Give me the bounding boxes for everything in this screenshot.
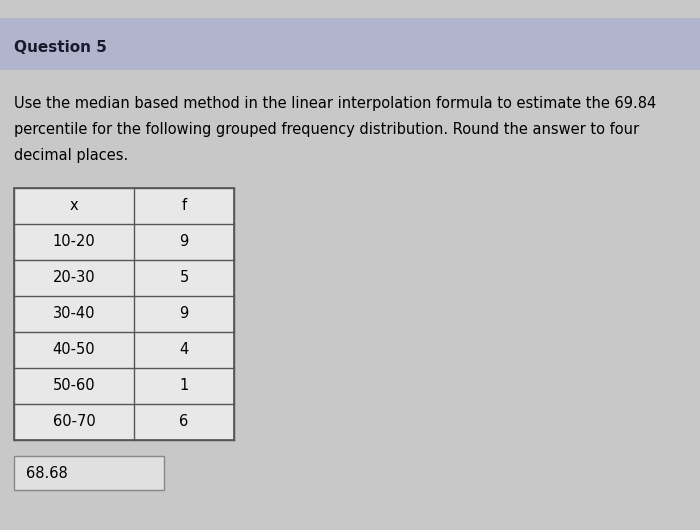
Text: 1: 1 xyxy=(179,378,188,393)
Bar xyxy=(0,18,700,70)
Text: Question 5: Question 5 xyxy=(14,40,107,55)
Text: Use the median based method in the linear interpolation formula to estimate the : Use the median based method in the linea… xyxy=(14,96,657,111)
Bar xyxy=(14,188,234,440)
Text: 4: 4 xyxy=(179,342,188,358)
Text: 68.68: 68.68 xyxy=(26,465,68,481)
Text: 50-60: 50-60 xyxy=(52,378,95,393)
Text: 5: 5 xyxy=(179,270,188,286)
Text: 10-20: 10-20 xyxy=(52,234,95,250)
Text: 30-40: 30-40 xyxy=(52,306,95,322)
Text: f: f xyxy=(181,199,187,214)
Text: 6: 6 xyxy=(179,414,188,429)
Text: 20-30: 20-30 xyxy=(52,270,95,286)
Text: decimal places.: decimal places. xyxy=(14,148,128,163)
Text: percentile for the following grouped frequency distribution. Round the answer to: percentile for the following grouped fre… xyxy=(14,122,639,137)
Bar xyxy=(14,456,164,490)
Text: 40-50: 40-50 xyxy=(52,342,95,358)
Text: 60-70: 60-70 xyxy=(52,414,95,429)
Text: 9: 9 xyxy=(179,234,188,250)
Text: 9: 9 xyxy=(179,306,188,322)
Text: x: x xyxy=(70,199,78,214)
